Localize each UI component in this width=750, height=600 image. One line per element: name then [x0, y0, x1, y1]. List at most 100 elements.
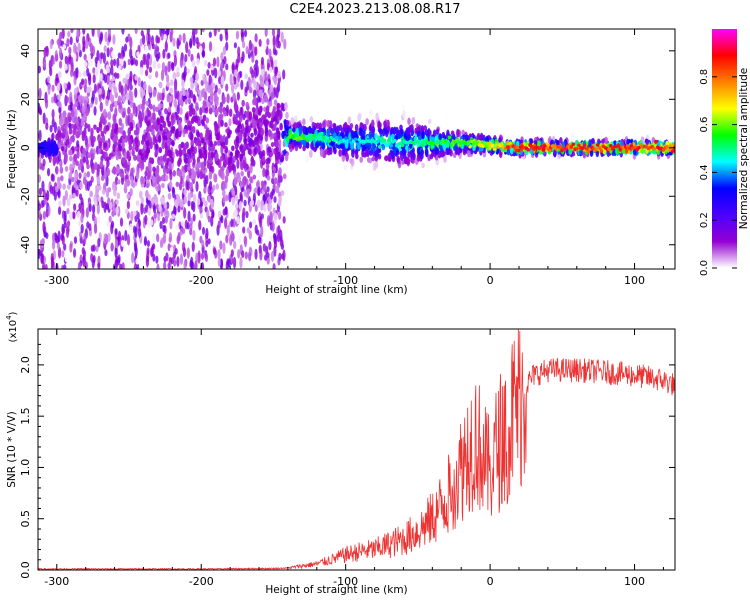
spectrogram-cell: [96, 203, 100, 215]
spectrogram-cell: [109, 103, 114, 113]
spectrogram-cell: [671, 149, 675, 153]
spectrogram-cell: [101, 118, 106, 125]
spectrogram-cell: [248, 39, 252, 52]
spectrogram-cell: [225, 63, 229, 71]
spectrogram-cell: [307, 127, 312, 134]
spectrogram-cell: [184, 164, 189, 173]
spectrogram-cell: [239, 256, 243, 269]
spectrogram-cell: [173, 98, 178, 108]
spectrogram-cell: [312, 133, 316, 138]
spectrogram-cell: [223, 110, 227, 117]
figure-title: C2E4.2023.213.08.08.R17: [289, 2, 461, 17]
top-y-tick-label: -20: [19, 187, 32, 205]
spectrogram-cell: [177, 120, 182, 127]
spectrogram-cell: [609, 143, 613, 148]
spectrogram-cell: [269, 151, 274, 157]
spectrogram-cell: [453, 145, 457, 152]
spectrogram-cell: [405, 127, 410, 137]
spectrogram-cell: [229, 151, 234, 158]
spectrogram-cell: [246, 227, 250, 234]
spectrogram-cell: [164, 215, 168, 224]
spectrogram-cell: [70, 230, 75, 240]
spectrogram-cell: [53, 189, 58, 201]
spectrogram-cell: [240, 56, 244, 64]
spectrogram-cell: [125, 36, 129, 43]
spectrogram-cell: [82, 176, 87, 185]
spectrogram-cell: [251, 121, 256, 128]
spectrogram-cell: [42, 221, 46, 234]
spectrogram-cell: [239, 144, 244, 153]
spectrogram-cell: [63, 243, 67, 251]
spectrogram-cell: [281, 253, 285, 260]
spectrogram-cell: [236, 159, 240, 170]
spectrogram-cell: [112, 137, 116, 143]
spectrogram-cell: [178, 95, 182, 105]
spectrogram-cell: [249, 176, 253, 184]
spectrogram-cell: [69, 194, 73, 200]
spectrogram-cell: [87, 53, 92, 62]
spectrogram-cell: [208, 107, 213, 115]
spectrogram-cell: [267, 129, 272, 138]
spectrogram-cell: [199, 171, 203, 180]
spectrogram-cell: [225, 168, 230, 176]
spectrogram-cell: [164, 107, 168, 115]
bottom-x-axis-label: Height of straight line (km): [265, 584, 407, 596]
spectrogram-cell: [131, 145, 136, 152]
spectrogram-cell: [213, 238, 217, 247]
spectrogram-cell: [258, 89, 263, 97]
spectrogram-cell: [305, 154, 309, 163]
spectrogram-cell: [179, 107, 183, 115]
spectrogram-cell: [203, 91, 208, 101]
spectrogram-cell: [72, 129, 77, 136]
spectrogram-cell: [243, 236, 247, 245]
spectrogram-cell: [104, 31, 108, 42]
spectrogram-cell: [224, 122, 228, 128]
spectrogram-cell: [110, 242, 114, 252]
spectrogram-cell: [58, 200, 62, 207]
bottom-x-tick-label: 100: [624, 575, 645, 588]
spectrogram-cell: [198, 220, 202, 231]
spectrogram-cell: [96, 49, 100, 62]
bottom-y-tick-label: 2.0: [19, 356, 32, 374]
spectrogram-cell: [124, 229, 128, 242]
spectrogram-cell: [347, 116, 352, 125]
spectrogram-cell: [248, 111, 253, 121]
spectrogram-cell: [177, 205, 181, 213]
spectrogram-cell: [445, 147, 449, 156]
spectrogram-cell: [633, 145, 638, 149]
spectrogram-cell: [470, 139, 474, 144]
spectrogram-cell: [86, 67, 90, 77]
spectrogram-cell: [234, 69, 238, 78]
spectrogram-cell: [73, 87, 78, 96]
spectrogram-cell: [230, 218, 234, 228]
colorbar-tick-label: 0.2: [699, 212, 710, 228]
spectrogram-cell: [100, 130, 105, 137]
spectrogram-cell: [65, 119, 70, 127]
spectrogram-cell: [621, 148, 626, 155]
spectrogram-cell: [319, 148, 324, 157]
spectrogram-cell: [266, 38, 270, 46]
spectrogram-cell: [615, 146, 620, 155]
spectrogram-cell: [146, 140, 150, 147]
spectrogram-cell: [370, 119, 375, 128]
spectrogram-cell: [434, 146, 438, 155]
spectrogram-cell: [353, 130, 358, 139]
spectrogram-cell: [349, 158, 353, 164]
spectrogram-cell: [76, 140, 80, 148]
spectrogram-cell: [206, 127, 210, 135]
spectrogram-cell: [616, 144, 621, 148]
spectrogram-cell: [214, 153, 219, 162]
spectrogram-cell: [141, 148, 145, 154]
top-y-tick-label: -40: [19, 236, 32, 254]
spectrogram-cell: [203, 76, 207, 84]
spectrogram-cell: [260, 180, 265, 188]
bottom-x-tick-label: -100: [333, 575, 358, 588]
spectrogram-cell: [232, 155, 236, 164]
bottom-y-tick-label: 1.0: [19, 459, 32, 477]
top-x-tick-label: 0: [487, 274, 494, 287]
top-x-tick-label: -100: [333, 274, 358, 287]
spectrogram-cell: [176, 170, 181, 177]
spectrogram-cell: [106, 66, 111, 74]
spectrogram-cell: [430, 136, 435, 143]
spectrogram-cell: [257, 236, 262, 244]
